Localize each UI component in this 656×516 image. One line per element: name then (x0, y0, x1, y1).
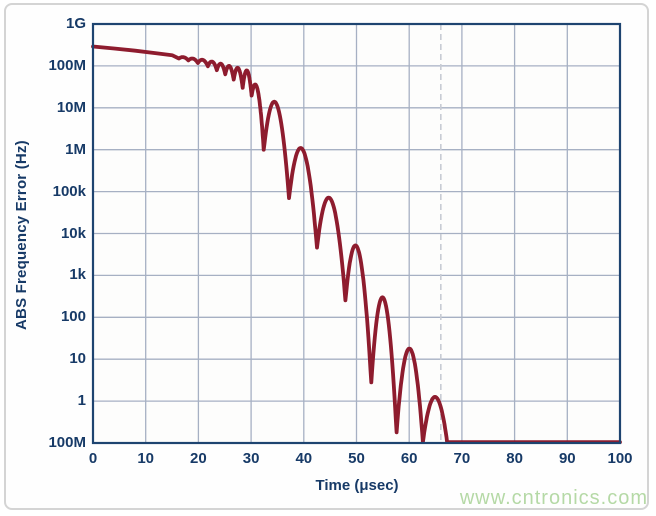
frequency-error-curve (91, 44, 622, 444)
x-tick-label: 80 (506, 450, 523, 467)
y-tick-label: 1M (65, 140, 86, 158)
y-tick-label: 10 (69, 350, 86, 368)
y-tick-label: 100M (48, 56, 86, 74)
x-tick-label: 0 (88, 450, 98, 467)
y-tick-label: 1 (77, 392, 86, 410)
plot-border (91, 22, 622, 445)
y-tick-label: 100k (52, 182, 86, 200)
x-tick-label: 50 (348, 450, 365, 467)
x-tick-label: 100 (607, 450, 633, 467)
x-axis-title: Time (μsec) (315, 477, 399, 494)
x-tick-label: 30 (242, 450, 260, 467)
y-tick-label: 10k (60, 224, 86, 242)
y-tick-label: 100 (60, 308, 86, 326)
x-tick-label: 40 (295, 450, 313, 467)
y-tick-label: 100M (48, 434, 86, 451)
x-tick-label: 90 (558, 450, 576, 467)
y-tick-label: 10M (56, 98, 86, 116)
y-tick-label: 1k (69, 266, 86, 284)
x-tick-label: 70 (453, 450, 471, 467)
x-tick-label: 60 (400, 450, 418, 467)
y-axis-title: ABS Frequency Error (Hz) (13, 140, 30, 330)
x-tick-label: 20 (190, 450, 207, 467)
y-tick-label: 1G (65, 15, 86, 32)
x-tick-label: 10 (137, 450, 155, 467)
watermark-text: www.cntronics.com (459, 487, 648, 509)
